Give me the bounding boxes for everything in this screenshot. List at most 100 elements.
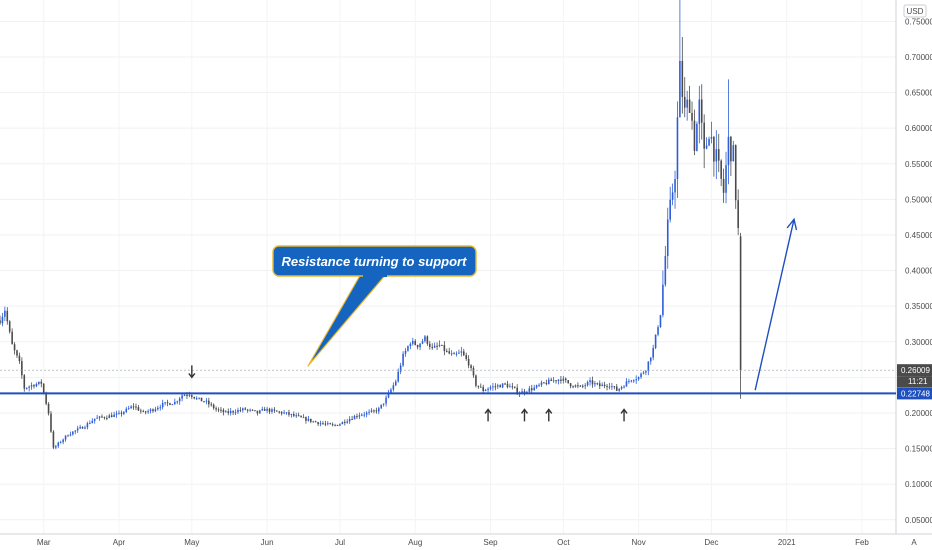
candle-body [256, 410, 259, 414]
candle-body [625, 381, 628, 387]
candle-body [513, 386, 516, 388]
candle-body [654, 334, 657, 348]
time-axis[interactable]: A Mar Apr May Jun Jul Aug Sep Oct Nov Dec 2021 Feb [0, 533, 932, 547]
candle-body [715, 149, 718, 162]
candle-body [212, 404, 215, 409]
candle-body [312, 421, 315, 423]
projection-arrow-head [786, 217, 798, 231]
down-arrow-marker [188, 365, 196, 379]
x-tick-label: Jun [261, 538, 274, 547]
candle-body [623, 386, 625, 388]
chart-grid [0, 0, 896, 534]
candle-body [669, 199, 671, 220]
up-arrow-marker [620, 408, 628, 422]
candle-body [200, 397, 203, 402]
candle-body [205, 400, 208, 402]
candle-body [511, 386, 514, 388]
candle-body [161, 402, 164, 408]
candle-body [55, 446, 57, 448]
candle-body [76, 428, 79, 431]
candle-body [120, 412, 123, 414]
y-tick-label: 0.35000 [905, 302, 932, 311]
auto-scale-button[interactable]: A [911, 538, 917, 547]
candle-body [132, 406, 135, 408]
projection-arrow[interactable] [754, 217, 798, 391]
candle-body [681, 60, 684, 97]
candle-body [691, 112, 693, 121]
candle-body [637, 377, 640, 380]
candle-body [344, 421, 346, 423]
candle-body [237, 409, 239, 413]
candle-body [666, 219, 669, 257]
candle-body [630, 380, 633, 382]
candle-body [572, 386, 574, 388]
candle-body [606, 386, 608, 388]
candle-body [203, 401, 205, 403]
candle-body [220, 409, 222, 411]
candle-body [470, 365, 472, 369]
candle-body [591, 380, 594, 385]
y-tick-label: 0.15000 [905, 445, 932, 454]
candle-body [586, 382, 589, 386]
candle-body [523, 391, 526, 393]
candle-body [506, 383, 509, 388]
candle-body [25, 387, 28, 389]
candle-body [394, 381, 397, 386]
price-axis[interactable]: USD 0.050000.100000.150000.200000.250000… [895, 0, 932, 534]
candle-body [472, 368, 475, 376]
candle-body [35, 383, 38, 387]
candle-body [346, 421, 349, 423]
candle-body [492, 386, 494, 388]
candle-body [186, 395, 188, 397]
candle-body [725, 165, 727, 193]
candle-body [261, 408, 264, 411]
y-tick-label: 0.20000 [905, 409, 932, 418]
candle-body [603, 384, 606, 387]
candle-body [6, 310, 9, 322]
candle-body [125, 408, 128, 412]
candle-body [445, 351, 448, 353]
candle-body [567, 380, 569, 384]
candle-body [297, 415, 300, 417]
candle-body [300, 415, 302, 418]
candle-body [149, 409, 152, 412]
candle-body [533, 387, 536, 391]
last-price-label: 0.26009 [901, 366, 930, 375]
candle-body [273, 409, 276, 411]
candle-body [348, 418, 351, 422]
annotation-callout[interactable]: Resistance turning to support [272, 245, 477, 367]
up-arrow-marker [545, 408, 553, 422]
candle-body [618, 388, 620, 391]
candle-body [319, 423, 322, 425]
candle-body [268, 408, 271, 412]
candle-body [283, 412, 285, 414]
candle-body [671, 192, 674, 200]
candle-body [169, 403, 171, 405]
candle-body [717, 149, 720, 161]
candle-body [271, 409, 273, 412]
candle-body [460, 351, 463, 353]
candle-body [16, 350, 18, 356]
candle-body [438, 344, 441, 346]
candle-body [557, 379, 560, 382]
candle-body [710, 136, 713, 139]
candle-body [674, 178, 676, 193]
candle-body [358, 415, 361, 417]
candle-body [288, 412, 290, 415]
countdown-tag-box [897, 376, 932, 388]
candle-body [662, 284, 664, 316]
candle-body [314, 421, 317, 423]
up-arrow-marker [520, 408, 529, 422]
currency-box[interactable] [903, 4, 927, 18]
candle-body [414, 340, 417, 345]
candle-body [154, 409, 157, 412]
candle-body [450, 353, 453, 355]
candle-body [547, 379, 550, 385]
candle-body [64, 435, 67, 440]
candle-body [293, 414, 295, 416]
candle-body [98, 416, 101, 418]
x-tick-label: Nov [631, 538, 645, 547]
candle-body [137, 407, 140, 411]
candle-body [560, 379, 562, 381]
